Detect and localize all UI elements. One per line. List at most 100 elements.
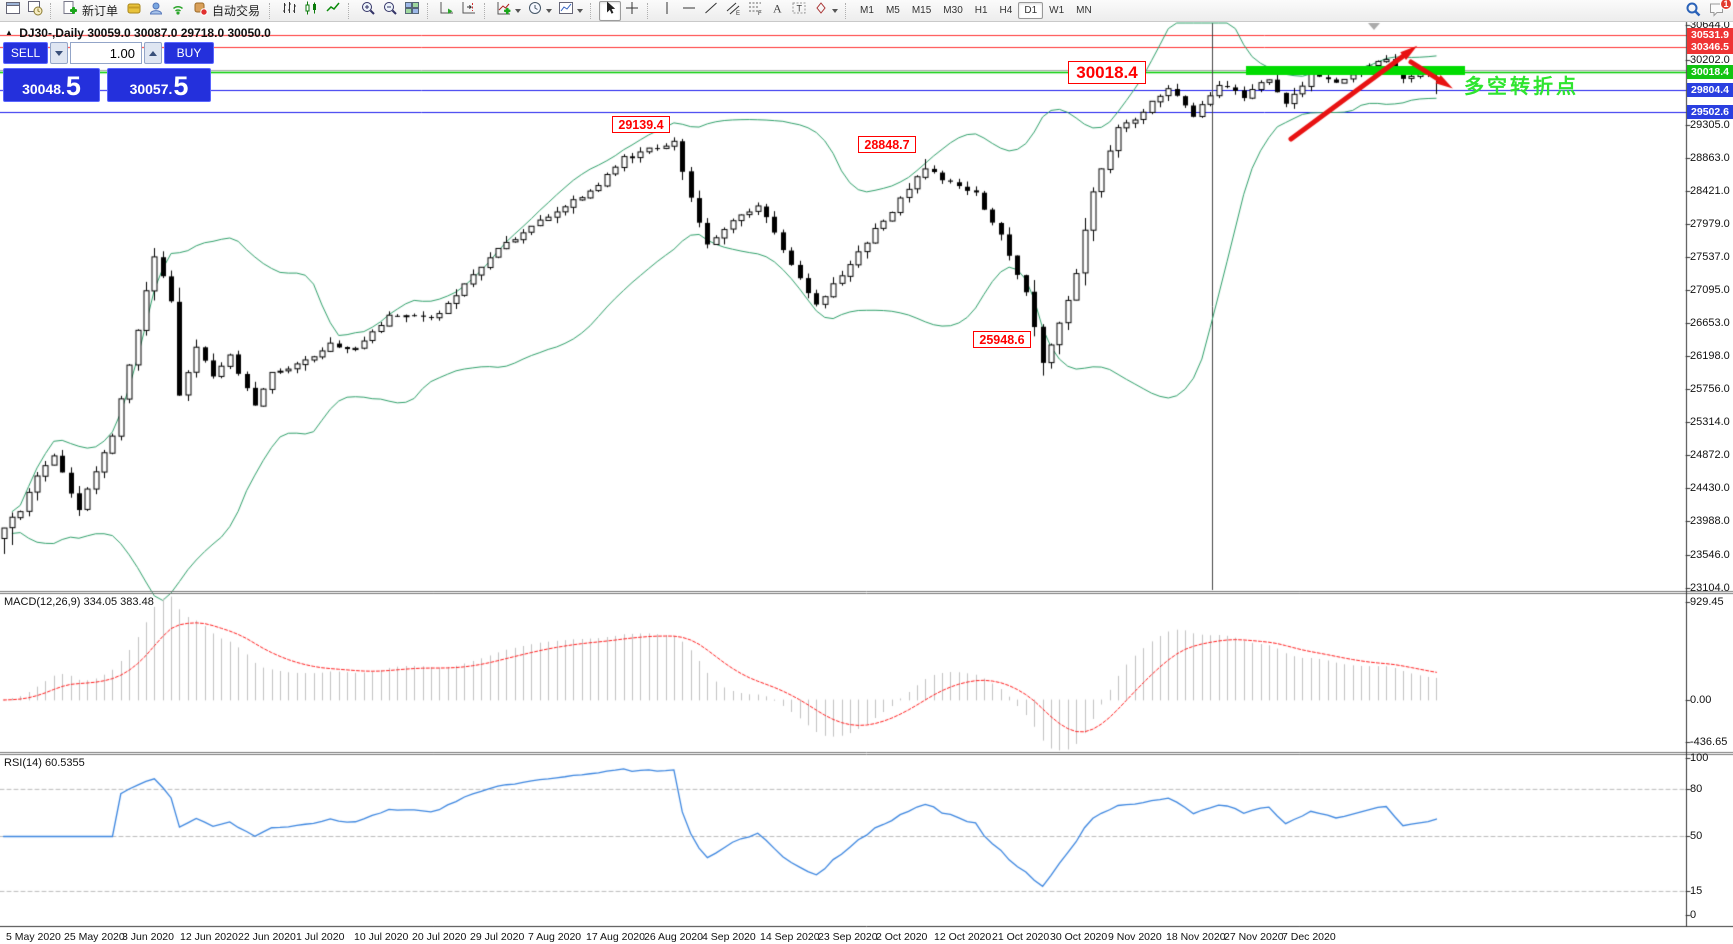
tile-windows-button[interactable] bbox=[401, 1, 423, 21]
wallet-icon bbox=[126, 0, 142, 21]
price-axis-tick: 26653.0 bbox=[1690, 317, 1730, 329]
price-axis-tick: 24872.0 bbox=[1690, 449, 1730, 461]
macd-indicator-label: MACD(12,26,9) 334.05 383.48 bbox=[4, 596, 154, 608]
autotrading-button[interactable]: 自动交易 bbox=[189, 1, 265, 21]
timeframe-m5-button[interactable]: M5 bbox=[885, 5, 900, 16]
date-axis-label: 25 May 2020 bbox=[64, 931, 125, 943]
toolbar-separator bbox=[590, 2, 596, 19]
timeframe-h4-button[interactable]: H4 bbox=[999, 5, 1013, 16]
new-order-button[interactable]: 新订单 bbox=[59, 1, 123, 21]
chart-symbol-timeframe: DJ30-,Daily bbox=[19, 26, 84, 40]
date-axis-label: 1 Jul 2020 bbox=[296, 931, 345, 943]
indicators-button[interactable] bbox=[493, 1, 524, 21]
vertical-line-icon bbox=[659, 0, 675, 21]
community-icon bbox=[148, 0, 164, 21]
price-annotation-label[interactable]: 28848.7 bbox=[858, 136, 916, 153]
chart-profile-icon bbox=[27, 0, 43, 21]
toolbar-separator bbox=[348, 2, 354, 19]
text-label-button[interactable]: T bbox=[788, 1, 810, 21]
sell-price-quote[interactable]: 30048. 5 bbox=[3, 68, 100, 102]
svg-text:T: T bbox=[797, 4, 803, 14]
search-button[interactable] bbox=[1681, 1, 1705, 21]
toolbar-separator bbox=[647, 2, 653, 19]
chevron-down-icon bbox=[55, 50, 63, 56]
channel-button[interactable]: E bbox=[722, 1, 744, 21]
bar-chart-button[interactable] bbox=[278, 1, 300, 21]
wallet-button[interactable] bbox=[123, 1, 145, 21]
price-annotation-label[interactable]: 25948.6 bbox=[973, 331, 1031, 348]
text-button[interactable]: A bbox=[766, 1, 788, 21]
trendline-button[interactable] bbox=[700, 1, 722, 21]
signals-icon bbox=[170, 0, 186, 21]
community-button[interactable] bbox=[145, 1, 167, 21]
arrows-button[interactable] bbox=[810, 1, 841, 21]
price-axis-badge: 29804.4 bbox=[1687, 83, 1733, 97]
date-axis-label: 26 Aug 2020 bbox=[644, 931, 703, 943]
timeframe-m1-button[interactable]: M1 bbox=[860, 5, 874, 16]
rsi-axis-tick: 100 bbox=[1690, 752, 1709, 764]
note-annotation[interactable]: 多空转折点 bbox=[1464, 76, 1579, 98]
macd-axis-tick: -436.65 bbox=[1690, 736, 1728, 748]
volume-decrease-button[interactable] bbox=[50, 42, 68, 64]
chevron-up-icon bbox=[149, 50, 157, 56]
sell-price-main: 30048. bbox=[22, 81, 65, 97]
date-axis-label: 29 Jul 2020 bbox=[470, 931, 525, 943]
volume-increase-button[interactable] bbox=[144, 42, 162, 64]
dropdown-caret bbox=[577, 8, 584, 13]
one-click-trade-panel: SELL BUY 30048.5 30057.5 bbox=[3, 42, 218, 102]
price-axis-tick: 26198.0 bbox=[1690, 350, 1730, 362]
price-annotation-label[interactable]: 30018.4 bbox=[1068, 61, 1146, 84]
horizontal-line-button[interactable] bbox=[678, 1, 700, 21]
auto-scroll-button[interactable] bbox=[436, 1, 458, 21]
candlestick-button[interactable] bbox=[300, 1, 322, 21]
date-axis-label: 12 Jun 2020 bbox=[180, 931, 238, 943]
timeframe-w1-button[interactable]: W1 bbox=[1049, 5, 1065, 16]
line-chart-button[interactable] bbox=[322, 1, 344, 21]
vertical-line-button[interactable] bbox=[656, 1, 678, 21]
timeframe-m30-button[interactable]: M30 bbox=[943, 5, 963, 16]
signals-button[interactable] bbox=[167, 1, 189, 21]
rsi-axis-tick: 15 bbox=[1690, 885, 1703, 897]
timeframe-mn-button[interactable]: MN bbox=[1076, 5, 1092, 16]
timeframe-m15-button[interactable]: M15 bbox=[911, 5, 932, 16]
cursor-button[interactable] bbox=[599, 0, 622, 21]
price-axis-tick: 28863.0 bbox=[1690, 152, 1730, 164]
date-axis-label: 5 May 2020 bbox=[6, 931, 61, 943]
timeframe-d1-button[interactable]: D1 bbox=[1018, 2, 1044, 19]
zoom-in-button[interactable] bbox=[357, 1, 379, 21]
notifications-button[interactable]: 1 bbox=[1705, 0, 1732, 21]
fibonacci-button[interactable]: F bbox=[744, 1, 766, 21]
chart-shift-button[interactable] bbox=[458, 1, 480, 21]
buy-price-pips: 5 bbox=[173, 71, 189, 101]
periods-button[interactable] bbox=[524, 1, 555, 21]
price-annotation-label[interactable]: 29139.4 bbox=[612, 116, 670, 133]
chart-shift-icon bbox=[461, 0, 477, 21]
templates-button[interactable] bbox=[555, 1, 586, 21]
search-icon bbox=[1684, 0, 1702, 23]
buy-price-quote[interactable]: 30057. 5 bbox=[107, 68, 211, 102]
svg-text:F: F bbox=[758, 11, 762, 16]
trendline-icon bbox=[703, 0, 719, 21]
new-window-button[interactable] bbox=[2, 1, 24, 21]
horizontal-line-icon bbox=[681, 0, 697, 21]
templates-icon bbox=[558, 0, 574, 21]
date-axis-label: 30 Oct 2020 bbox=[1050, 931, 1108, 943]
macd-axis-tick: 929.45 bbox=[1690, 596, 1724, 608]
timeframe-h1-button[interactable]: H1 bbox=[974, 5, 988, 16]
new-window-icon bbox=[5, 0, 21, 21]
price-axis-tick: 27095.0 bbox=[1690, 284, 1730, 296]
crosshair-button[interactable] bbox=[621, 1, 643, 21]
zoom-out-button[interactable] bbox=[379, 1, 401, 21]
rsi-axis-tick: 0 bbox=[1690, 909, 1697, 921]
notification-count-badge: 1 bbox=[1720, 0, 1732, 10]
sell-button[interactable]: SELL bbox=[3, 42, 48, 64]
chart-profile-button[interactable] bbox=[24, 1, 46, 21]
toolbar-separator bbox=[484, 2, 490, 19]
buy-button[interactable]: BUY bbox=[164, 42, 214, 64]
periods-icon bbox=[527, 0, 543, 21]
volume-input[interactable] bbox=[70, 42, 142, 64]
date-axis-label: 4 Sep 2020 bbox=[702, 931, 756, 943]
bar-chart-icon bbox=[281, 0, 297, 21]
date-axis-label: 12 Oct 2020 bbox=[934, 931, 992, 943]
